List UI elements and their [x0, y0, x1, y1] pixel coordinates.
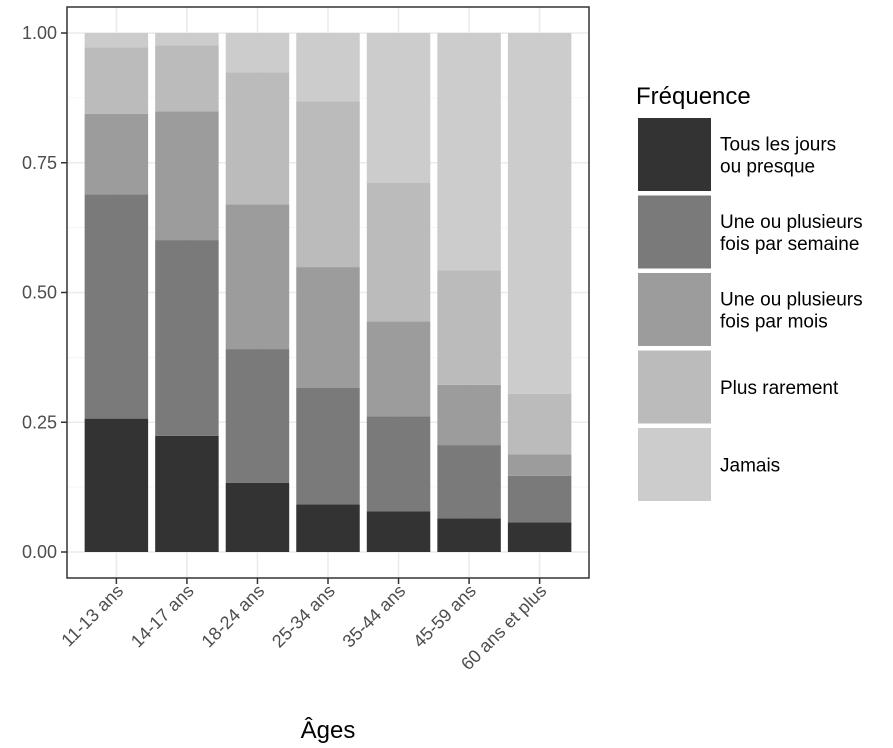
bar-segment — [155, 45, 219, 112]
bar-segment — [155, 240, 219, 436]
bar-segment — [155, 111, 219, 241]
legend-label: Plus rarement — [720, 378, 839, 399]
bar-segment — [437, 518, 501, 552]
legend-label: Jamais — [720, 456, 780, 477]
bars — [84, 33, 572, 552]
bar-segment — [225, 349, 290, 483]
bar-segment — [296, 33, 360, 102]
bar-segment — [296, 267, 360, 388]
legend-label: Une ou plusieurs — [720, 290, 863, 311]
bar-segment — [507, 393, 572, 455]
bar-segment — [507, 475, 572, 523]
y-tick-label: 0.50 — [22, 283, 57, 303]
bar-segment — [437, 33, 501, 271]
y-tick-label: 0.25 — [22, 412, 57, 432]
x-tick-label: 45-59 ans — [409, 581, 480, 652]
legend-key — [638, 195, 711, 269]
bar-segment — [155, 435, 219, 552]
bar-segment — [84, 33, 149, 48]
bar-segment — [225, 482, 290, 552]
x-tick-label: 14-17 ans — [127, 581, 198, 652]
x-tick-label: 25-34 ans — [268, 581, 339, 652]
x-tick-label: 35-44 ans — [339, 581, 410, 652]
bar-segment — [225, 33, 290, 73]
legend-label: Tous les jours — [720, 135, 836, 156]
legend-label: fois par mois — [720, 312, 828, 333]
bar-segment — [84, 47, 149, 114]
bar-segment — [366, 416, 431, 512]
bar-segment — [296, 101, 360, 268]
bar-segment — [366, 511, 431, 552]
bar-segment — [507, 454, 572, 476]
bar-segment — [296, 504, 360, 552]
legend-key — [638, 428, 711, 501]
legend-label: fois par semaine — [720, 234, 859, 255]
legend-title: Fréquence — [636, 83, 751, 110]
bar-segment — [155, 33, 219, 46]
x-tick-label: 18-24 ans — [198, 581, 269, 652]
y-tick-label: 0.75 — [22, 153, 57, 173]
bar-segment — [437, 445, 501, 519]
legend-label: ou presque — [720, 157, 815, 178]
x-tick-label: 11-13 ans — [57, 581, 127, 651]
bar-segment — [366, 182, 431, 322]
x-axis: 11-13 ans 14-17 ans 18-24 ans 25-34 ans 35-4… — [57, 578, 550, 674]
bar-segment — [507, 33, 572, 394]
bar-segment — [437, 384, 501, 446]
legend-key — [638, 118, 711, 191]
bar-segment — [225, 72, 290, 205]
bar-segment — [366, 321, 431, 417]
bar-segment — [507, 522, 572, 552]
legend-key — [638, 273, 711, 346]
legend-key — [638, 350, 711, 424]
x-axis-title: Âges — [301, 717, 356, 744]
bar-segment — [296, 387, 360, 505]
bar-segment — [366, 33, 431, 183]
y-tick-label: 1.00 — [22, 23, 57, 43]
bar-segment — [437, 270, 501, 385]
bar-segment — [84, 113, 149, 195]
y-axis: 0.00 0.25 0.50 0.75 1.00 — [22, 23, 67, 562]
bar-segment — [84, 194, 149, 419]
y-tick-label: 0.00 — [22, 542, 57, 562]
legend-label: Une ou plusieurs — [720, 212, 863, 233]
bar-segment — [225, 204, 290, 350]
bar-segment — [84, 418, 149, 552]
